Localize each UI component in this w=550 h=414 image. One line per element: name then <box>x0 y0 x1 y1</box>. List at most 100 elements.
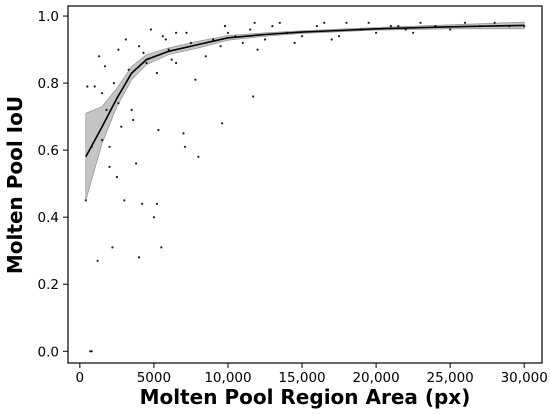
y-tick-label: 0.6 <box>38 143 59 159</box>
data-point <box>120 125 123 128</box>
data-point <box>142 51 145 55</box>
confidence-band <box>85 21 525 201</box>
data-point <box>175 61 178 65</box>
x-tick-label: 25,000 <box>427 370 474 386</box>
data-point <box>293 41 296 45</box>
data-point <box>105 108 108 111</box>
data-point <box>98 55 101 58</box>
data-point <box>93 85 96 88</box>
x-tick-label: 0 <box>76 370 85 386</box>
data-point <box>323 21 326 24</box>
data-point <box>300 35 304 38</box>
y-tick-label: 0.4 <box>38 210 59 226</box>
data-point <box>170 58 173 61</box>
y-tick-label: 0.2 <box>38 277 59 293</box>
data-point <box>197 155 200 158</box>
data-point <box>278 21 281 24</box>
data-point <box>223 25 227 28</box>
data-point <box>204 55 207 58</box>
data-point <box>249 28 252 31</box>
data-point <box>263 38 267 41</box>
y-axis-title: Molten Pool IoU <box>3 96 27 274</box>
data-point <box>141 202 144 205</box>
data-point <box>189 41 192 45</box>
data-point <box>127 68 130 71</box>
data-point <box>101 92 104 95</box>
data-point <box>164 38 167 41</box>
data-point <box>212 38 215 41</box>
x-axis-title: Molten Pool Region Area (px) <box>140 385 471 409</box>
data-point <box>152 216 155 219</box>
x-tick-label: 5000 <box>137 370 171 386</box>
data-point <box>132 118 135 122</box>
data-point <box>130 108 133 111</box>
trend-line <box>85 24 525 158</box>
data-point <box>412 31 415 34</box>
data-point <box>389 25 392 28</box>
data-point <box>185 31 188 34</box>
y-tick-label: 1.0 <box>38 9 59 25</box>
data-point <box>315 25 318 28</box>
x-tick-label: 30,000 <box>501 370 548 386</box>
scatter-points-layer <box>84 21 526 353</box>
data-point <box>115 175 118 179</box>
data-point <box>253 21 256 24</box>
data-point <box>182 132 185 135</box>
data-point <box>84 199 87 202</box>
data-point <box>108 145 111 148</box>
data-point <box>463 21 467 24</box>
data-point <box>271 25 274 28</box>
data-point <box>112 82 115 85</box>
plot-frame <box>67 5 543 364</box>
data-point <box>111 246 114 249</box>
x-axis: 0 5000 10,000 15,000 20,000 25,000 30,000 <box>76 363 548 386</box>
data-point <box>155 202 158 205</box>
data-point <box>404 28 407 31</box>
data-point <box>449 28 452 31</box>
data-point <box>252 95 255 98</box>
data-point <box>167 48 170 51</box>
x-tick-label: 15,000 <box>278 370 325 386</box>
data-point <box>108 165 111 168</box>
data-point <box>86 85 89 88</box>
data-point <box>145 61 148 65</box>
data-point <box>161 35 164 38</box>
data-point <box>90 350 93 353</box>
data-point <box>117 102 120 105</box>
data-point <box>96 259 99 262</box>
y-axis: 0.0 0.2 0.4 0.6 0.8 1.0 <box>38 9 68 360</box>
data-point <box>256 48 259 51</box>
x-tick-label: 20,000 <box>352 370 399 386</box>
data-point <box>117 48 120 51</box>
x-tick-label: 10,000 <box>204 370 251 386</box>
data-point <box>338 35 341 38</box>
data-point <box>493 21 496 24</box>
data-point <box>241 41 244 45</box>
trend-line-layer <box>85 24 525 158</box>
data-point <box>367 21 370 24</box>
data-point <box>149 28 152 31</box>
data-point <box>157 128 160 132</box>
data-point <box>155 71 158 75</box>
confidence-band-layer <box>85 21 525 201</box>
data-point <box>221 122 224 125</box>
y-tick-label: 0.8 <box>38 76 59 92</box>
data-point <box>175 31 178 34</box>
data-point <box>375 31 378 34</box>
data-point <box>138 256 141 259</box>
data-point <box>103 65 107 68</box>
data-point <box>101 139 104 142</box>
data-point <box>219 45 222 48</box>
data-point <box>124 38 127 41</box>
data-point <box>226 31 230 34</box>
data-point <box>135 162 138 165</box>
data-point <box>123 199 126 202</box>
data-point <box>160 246 163 249</box>
data-point <box>397 25 400 28</box>
data-point <box>194 78 197 81</box>
data-point <box>183 145 187 148</box>
data-point <box>138 45 141 48</box>
data-point <box>419 21 422 24</box>
y-tick-label: 0.0 <box>38 344 59 360</box>
